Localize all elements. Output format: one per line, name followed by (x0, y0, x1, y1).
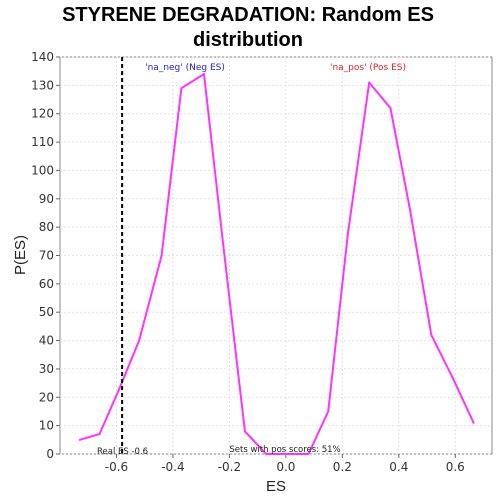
data-point (368, 81, 371, 84)
data-point (327, 410, 330, 413)
data-point (451, 376, 454, 379)
y-tick-label: 130 (31, 78, 54, 92)
y-tick-label: 30 (39, 362, 54, 376)
y-axis-title: P(ES) (12, 235, 29, 275)
y-tick-label: 40 (39, 334, 54, 348)
data-point (243, 430, 246, 433)
x-tick-label: 0.6 (446, 460, 465, 474)
y-tick-label: 140 (31, 50, 54, 64)
y-tick-label: 0 (46, 447, 54, 461)
tick-layer: 0 10 20 30 40 50 60 70 80 90 100 110 120 130 140 -0.6 -0… (31, 50, 465, 474)
x-tick-label: -0.6 (105, 460, 128, 474)
x-tick-label: 0.0 (276, 460, 295, 474)
data-point (307, 453, 310, 455)
data-point (180, 87, 183, 90)
chart-title-line-2: distribution (193, 29, 303, 51)
data-point (389, 107, 392, 110)
grid-layer (60, 56, 492, 455)
y-tick-label: 100 (31, 163, 54, 177)
es-distribution-line (79, 73, 475, 455)
data-point (138, 339, 141, 342)
data-point (203, 73, 205, 76)
neg-es-label: 'na_neg' (Neg ES) (145, 63, 225, 73)
x-tick-label: -0.4 (161, 460, 184, 474)
series-layer (78, 73, 475, 455)
pos-es-label: 'na_pos' (Pos ES) (330, 63, 406, 73)
x-tick-label: -0.2 (218, 460, 241, 474)
y-tick-label: 80 (39, 220, 54, 234)
data-point (118, 387, 121, 390)
x-tick-label: 0.2 (333, 460, 352, 474)
y-tick-label: 50 (39, 305, 54, 319)
y-tick-label: 110 (31, 135, 54, 149)
data-point (409, 209, 412, 212)
data-point (222, 248, 225, 251)
data-point (265, 453, 268, 455)
data-point (78, 438, 81, 441)
real-es-label: Real ES -0.6 (97, 447, 148, 457)
y-tick-label: 20 (39, 390, 54, 404)
data-point (472, 421, 475, 424)
data-point (160, 254, 163, 257)
y-tick-label: 60 (39, 277, 54, 291)
y-tick-label: 10 (39, 419, 54, 433)
y-tick-label: 90 (39, 192, 54, 206)
chart-title-line-1: STYRENE DEGRADATION: Random ES (62, 4, 434, 26)
data-point (284, 453, 287, 455)
x-axis-title: ES (266, 478, 286, 495)
y-tick-label: 70 (39, 249, 54, 263)
pos-scores-note: Sets with pos scores: 51% (229, 445, 340, 455)
y-tick-label: 120 (31, 107, 54, 121)
data-point (347, 231, 349, 234)
data-point (430, 333, 433, 336)
data-point (98, 433, 101, 436)
x-tick-label: 0.4 (389, 460, 408, 474)
